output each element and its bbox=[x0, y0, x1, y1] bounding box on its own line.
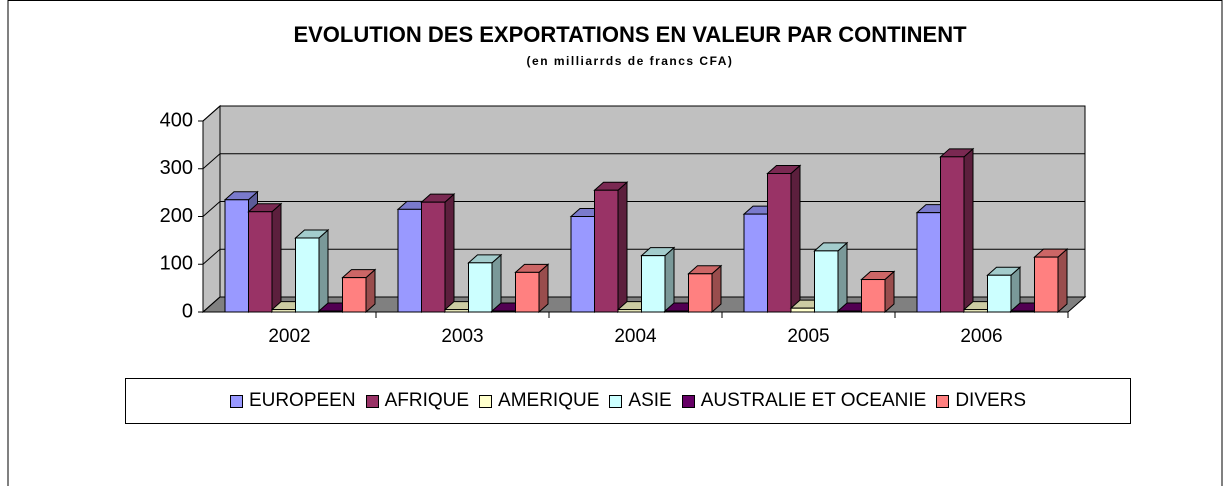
bar bbox=[766, 164, 802, 314]
bar-front bbox=[1034, 256, 1059, 313]
y-tick-label: 200 bbox=[160, 205, 193, 227]
chart-subtitle: (en milliarrds de francs CFA) bbox=[527, 54, 734, 68]
grid-line bbox=[202, 105, 1085, 122]
bar bbox=[467, 253, 503, 314]
bar bbox=[341, 268, 377, 314]
bar-front bbox=[940, 156, 965, 313]
bar-side bbox=[963, 147, 974, 314]
bar-front bbox=[444, 309, 469, 313]
bar-front bbox=[767, 173, 792, 313]
bar-front bbox=[318, 310, 343, 313]
bar bbox=[860, 270, 896, 314]
bar-front bbox=[594, 189, 619, 313]
bar bbox=[294, 228, 330, 314]
bar bbox=[514, 263, 550, 314]
x-tick-label: 2002 bbox=[268, 326, 310, 347]
bar-front bbox=[1010, 310, 1035, 313]
bar bbox=[640, 246, 676, 314]
legend-item: DIVERS bbox=[936, 390, 1026, 412]
legend-swatch bbox=[936, 394, 950, 408]
legend-swatch bbox=[609, 394, 623, 408]
bar-front bbox=[688, 273, 713, 313]
legend-label: AUSTRALIE ET OCEANIE bbox=[700, 390, 927, 411]
bar-side bbox=[790, 164, 801, 314]
x-tick-label: 2006 bbox=[960, 326, 1002, 347]
legend-item: EUROPEEN bbox=[229, 390, 356, 412]
legend-item: AFRIQUE bbox=[365, 390, 470, 412]
bar-side bbox=[271, 202, 282, 314]
bar-front bbox=[743, 213, 768, 313]
bar-front bbox=[641, 255, 666, 313]
bar bbox=[247, 202, 283, 314]
bar-front bbox=[987, 274, 1012, 313]
bar bbox=[687, 264, 723, 314]
x-tick-label: 2005 bbox=[787, 326, 829, 347]
bar-side bbox=[318, 228, 329, 314]
legend: EUROPEEN AFRIQUE AMERIQUE ASIE AUSTRALIE ET … bbox=[125, 378, 1131, 424]
bar-front bbox=[963, 309, 988, 313]
bar bbox=[813, 241, 849, 314]
bar-front bbox=[468, 262, 493, 313]
bar-front bbox=[248, 211, 273, 313]
chart-title: EVOLUTION DES EXPORTATIONS EN VALEUR PAR… bbox=[293, 22, 967, 47]
bar-side bbox=[491, 253, 502, 314]
bar-side bbox=[444, 193, 455, 314]
bar bbox=[986, 266, 1022, 314]
legend-label: EUROPEEN bbox=[248, 390, 356, 411]
legend-item: AUSTRALIE ET OCEANIE bbox=[681, 390, 927, 412]
bar-front bbox=[570, 216, 595, 313]
legend-swatch bbox=[479, 394, 493, 408]
bar-front bbox=[342, 277, 367, 313]
legend-swatch bbox=[229, 394, 243, 408]
bar-front bbox=[271, 309, 296, 313]
x-tick-label: 2003 bbox=[441, 326, 483, 347]
bar-front bbox=[295, 237, 320, 313]
bar-front bbox=[397, 208, 422, 313]
legend-label: AFRIQUE bbox=[384, 390, 470, 411]
legend-swatch bbox=[365, 394, 379, 408]
bar-front bbox=[861, 279, 886, 313]
legend-item: ASIE bbox=[609, 390, 672, 412]
bar-side bbox=[1057, 247, 1068, 314]
bar bbox=[420, 193, 456, 314]
bar-front bbox=[421, 201, 446, 313]
legend-swatch bbox=[681, 394, 695, 408]
x-tick-label: 2004 bbox=[614, 326, 657, 347]
y-tick-label: 400 bbox=[160, 109, 193, 131]
bar-front bbox=[515, 271, 540, 313]
bar-side bbox=[837, 241, 848, 314]
y-tick-label: 0 bbox=[182, 300, 193, 322]
legend-label: AMERIQUE bbox=[498, 390, 600, 411]
bar bbox=[593, 181, 629, 314]
bar-front bbox=[837, 310, 862, 313]
bar-front bbox=[790, 307, 815, 313]
legend-label: ASIE bbox=[628, 390, 672, 411]
grid-line bbox=[202, 153, 1085, 170]
y-tick-label: 300 bbox=[160, 157, 193, 179]
bar bbox=[939, 147, 975, 314]
bar-front bbox=[224, 199, 249, 313]
legend-item: AMERIQUE bbox=[479, 390, 599, 412]
legend-label: DIVERS bbox=[955, 390, 1027, 411]
bar-front bbox=[664, 310, 689, 313]
bar-front bbox=[916, 212, 941, 313]
y-tick-label: 100 bbox=[160, 253, 193, 275]
bar-front bbox=[617, 309, 642, 313]
bar-side bbox=[664, 246, 675, 314]
bar bbox=[1033, 247, 1069, 314]
bar-front bbox=[491, 310, 516, 313]
bar-side bbox=[617, 181, 628, 314]
bar-front bbox=[814, 250, 839, 313]
